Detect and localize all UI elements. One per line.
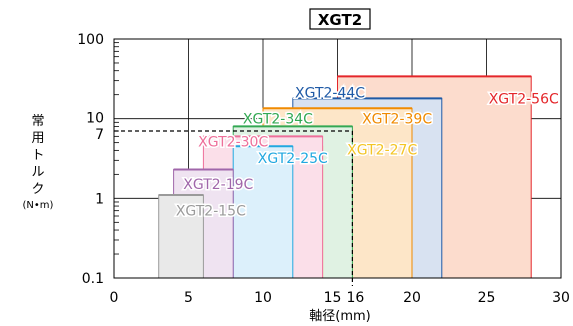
x-tick-label: 15 bbox=[324, 290, 342, 306]
x-tick-label: 16 bbox=[346, 290, 364, 306]
y-axis-label: 常 用 ト ル ク (N•m) bbox=[23, 114, 54, 211]
series-label: XGT2-34C bbox=[243, 112, 313, 128]
x-tick-label: 10 bbox=[254, 290, 272, 306]
y-tick-label: 100 bbox=[77, 32, 104, 48]
series-label: XGT2-25C bbox=[258, 151, 328, 167]
chart-title-box bbox=[309, 8, 371, 30]
y-axis-label-char: ク bbox=[31, 182, 44, 197]
plot-frame bbox=[113, 38, 562, 279]
x-tick-label: 0 bbox=[110, 290, 119, 306]
y-axis-label-char: 用 bbox=[31, 131, 44, 146]
y-tick-label: 1 bbox=[95, 191, 104, 207]
series-label: XGT2-44C bbox=[295, 85, 365, 101]
reference-lines bbox=[114, 130, 353, 286]
y-tick-label: 0.1 bbox=[82, 271, 104, 287]
y-axis-label-char: 常 bbox=[31, 114, 44, 129]
x-tick-label: 30 bbox=[552, 290, 570, 306]
chart-title: XGT2 bbox=[318, 11, 362, 29]
y-axis-label-unit: (N•m) bbox=[23, 200, 54, 211]
y-axis-label-char: ル bbox=[31, 165, 44, 180]
series-label: XGT2-27C bbox=[347, 142, 417, 158]
x-tick-label: 20 bbox=[403, 290, 421, 306]
x-tick-label: 25 bbox=[478, 290, 496, 306]
y-tick-label: 10 bbox=[86, 111, 104, 127]
y-axis-label-char: ト bbox=[31, 148, 44, 163]
bars bbox=[158, 75, 532, 279]
y-tick-label: 7 bbox=[95, 127, 104, 143]
x-tick-label: 5 bbox=[184, 290, 193, 306]
series-label: XGT2-56C bbox=[489, 91, 559, 107]
series-label: XGT2-30C bbox=[198, 135, 268, 151]
x-axis-label: 軸径(mm) bbox=[309, 309, 370, 324]
bar bbox=[158, 194, 204, 279]
series-label: XGT2-15C bbox=[176, 204, 246, 220]
series-label: XGT2-39C bbox=[362, 112, 432, 128]
series-label: XGT2-19C bbox=[183, 177, 253, 193]
